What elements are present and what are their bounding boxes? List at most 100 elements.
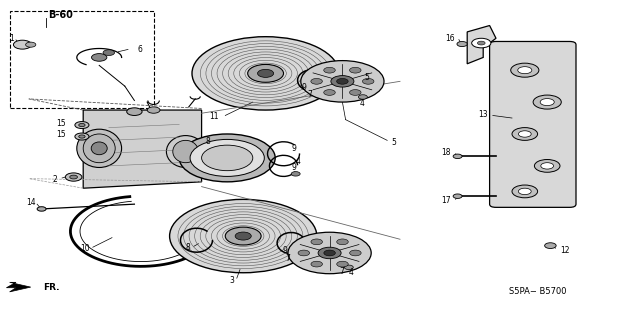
Circle shape — [312, 88, 320, 92]
Circle shape — [533, 95, 561, 109]
Circle shape — [512, 185, 538, 198]
Circle shape — [190, 139, 264, 176]
Circle shape — [225, 227, 261, 245]
Circle shape — [70, 175, 77, 179]
Circle shape — [75, 122, 89, 129]
Circle shape — [545, 243, 556, 249]
Circle shape — [179, 134, 275, 182]
Circle shape — [170, 199, 317, 273]
Circle shape — [192, 37, 339, 110]
Text: 4: 4 — [348, 268, 353, 277]
Circle shape — [511, 63, 539, 77]
Circle shape — [324, 67, 335, 73]
Text: 11: 11 — [209, 112, 219, 121]
Polygon shape — [467, 26, 496, 64]
Circle shape — [518, 131, 531, 137]
Circle shape — [541, 163, 554, 169]
Circle shape — [344, 265, 353, 270]
Ellipse shape — [166, 136, 205, 167]
Text: 9: 9 — [291, 144, 296, 153]
Ellipse shape — [173, 140, 198, 163]
Circle shape — [453, 194, 462, 198]
Circle shape — [362, 78, 374, 84]
Text: B-60: B-60 — [49, 10, 73, 20]
Circle shape — [534, 160, 560, 172]
Circle shape — [337, 78, 348, 84]
Circle shape — [65, 173, 82, 181]
Circle shape — [248, 64, 284, 82]
Text: 12: 12 — [560, 246, 570, 255]
Circle shape — [147, 107, 160, 113]
Circle shape — [324, 250, 335, 256]
Circle shape — [202, 145, 253, 171]
Circle shape — [311, 239, 323, 245]
Circle shape — [79, 123, 85, 127]
Text: 9: 9 — [282, 246, 287, 255]
FancyBboxPatch shape — [490, 41, 576, 207]
Text: 13: 13 — [478, 110, 488, 119]
Text: S5PA− B5700: S5PA− B5700 — [509, 287, 566, 296]
Text: 7: 7 — [307, 90, 312, 99]
Circle shape — [298, 250, 310, 256]
Circle shape — [518, 188, 531, 195]
Circle shape — [358, 95, 367, 99]
Text: 16: 16 — [445, 34, 454, 43]
Circle shape — [79, 135, 85, 138]
Text: 18: 18 — [442, 148, 451, 157]
Text: 5: 5 — [392, 138, 397, 147]
Circle shape — [311, 261, 323, 267]
Circle shape — [37, 207, 46, 211]
Circle shape — [291, 172, 300, 176]
Circle shape — [92, 54, 107, 61]
Circle shape — [337, 261, 348, 267]
Text: 6: 6 — [138, 45, 143, 54]
Circle shape — [518, 67, 532, 74]
Circle shape — [457, 41, 467, 47]
Circle shape — [75, 133, 89, 140]
Circle shape — [103, 50, 115, 56]
Circle shape — [349, 67, 361, 73]
Text: 3: 3 — [229, 276, 234, 285]
Text: 17: 17 — [442, 197, 451, 205]
Circle shape — [127, 108, 142, 115]
Text: FR.: FR. — [44, 283, 60, 292]
Circle shape — [337, 239, 348, 245]
Text: 9: 9 — [291, 163, 296, 172]
Circle shape — [311, 78, 323, 84]
Circle shape — [301, 61, 384, 102]
Text: 15: 15 — [56, 119, 66, 128]
Circle shape — [26, 42, 36, 47]
Text: 5: 5 — [364, 73, 369, 82]
Text: 9: 9 — [301, 83, 307, 92]
Circle shape — [349, 90, 361, 95]
Ellipse shape — [77, 129, 122, 167]
Text: 1: 1 — [9, 34, 14, 43]
Circle shape — [257, 69, 274, 78]
Text: 7: 7 — [339, 267, 344, 276]
Circle shape — [235, 232, 252, 240]
Text: 8: 8 — [205, 137, 210, 146]
Circle shape — [472, 38, 491, 48]
Circle shape — [540, 99, 554, 106]
Ellipse shape — [83, 134, 115, 163]
Ellipse shape — [92, 142, 108, 155]
Text: 2: 2 — [52, 175, 57, 184]
Text: 7: 7 — [285, 254, 291, 263]
Text: 10: 10 — [80, 244, 90, 253]
Circle shape — [291, 252, 298, 256]
Circle shape — [477, 41, 485, 45]
Circle shape — [324, 90, 335, 95]
Circle shape — [512, 128, 538, 140]
Text: 14: 14 — [26, 198, 36, 207]
Circle shape — [288, 232, 371, 274]
Text: 8: 8 — [186, 243, 190, 252]
Circle shape — [349, 250, 361, 256]
Text: 4: 4 — [296, 157, 301, 166]
Circle shape — [331, 76, 354, 87]
Polygon shape — [6, 282, 31, 292]
Circle shape — [318, 247, 341, 259]
Text: 15: 15 — [56, 130, 66, 139]
Polygon shape — [83, 110, 202, 188]
Circle shape — [453, 154, 462, 159]
Text: 4: 4 — [360, 99, 365, 108]
